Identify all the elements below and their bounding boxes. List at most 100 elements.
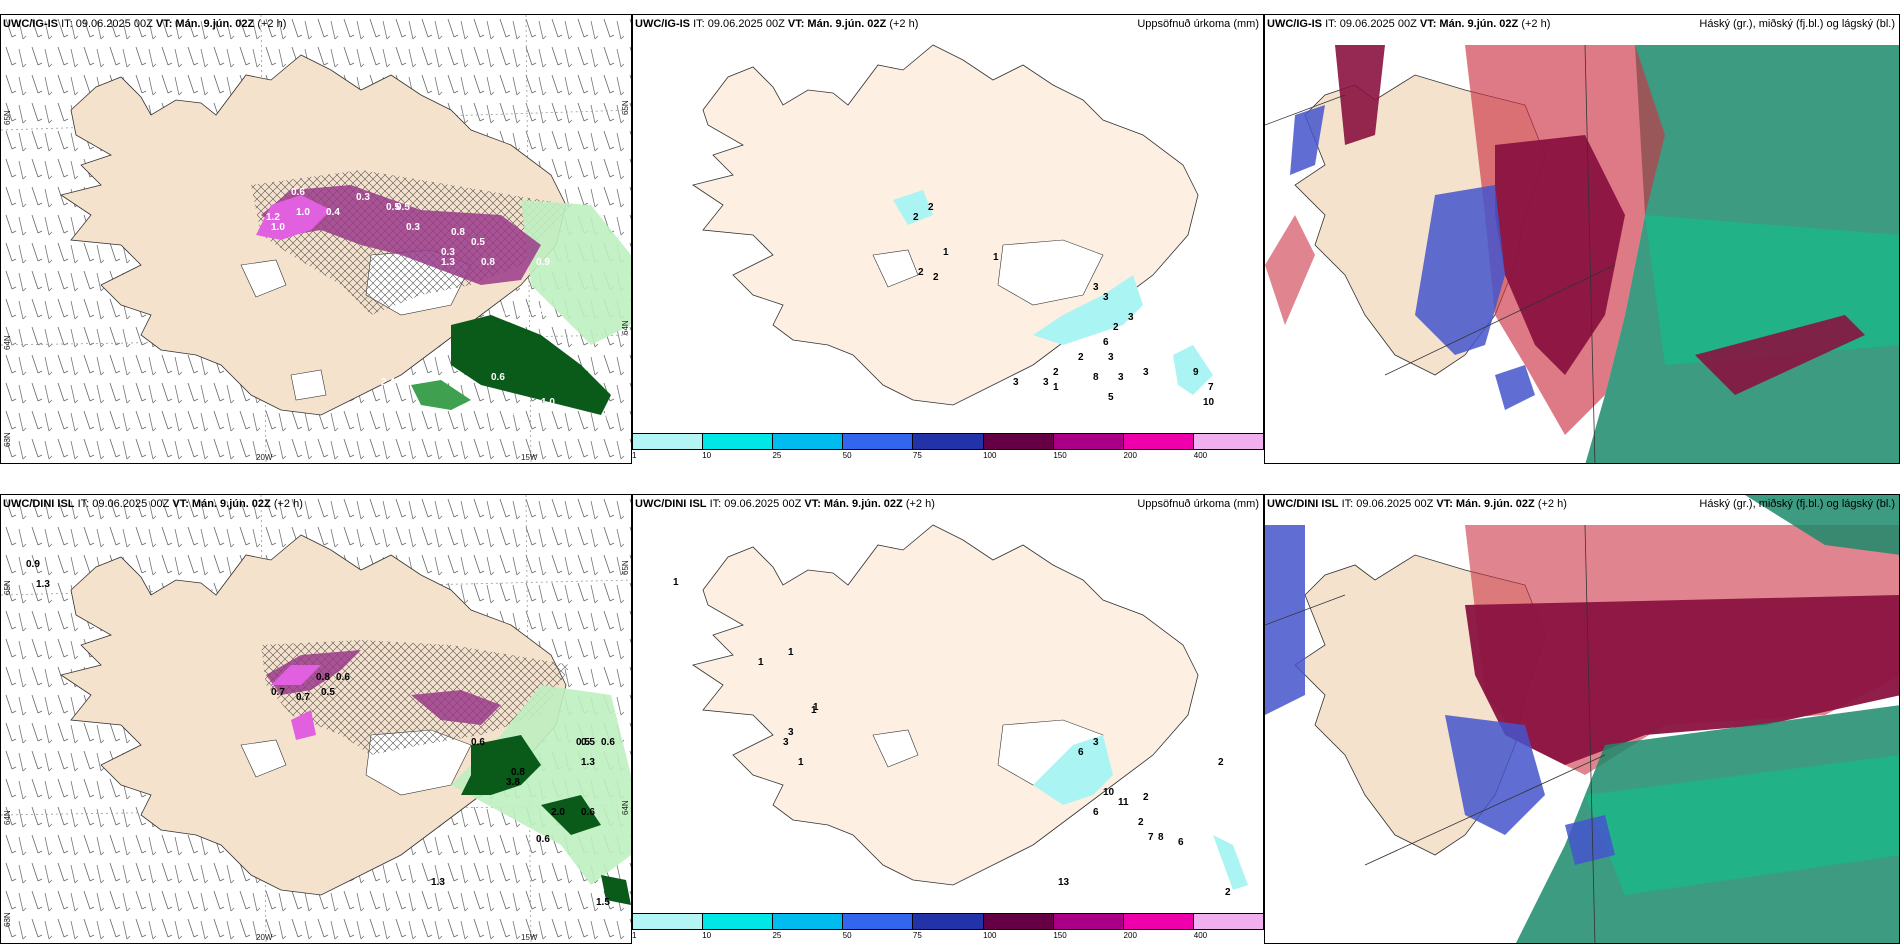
colorbar-swatch <box>633 914 704 929</box>
glacier-vatnajokull <box>997 239 1104 306</box>
map-value-label: 6 <box>1178 837 1184 848</box>
lon-label: 20W <box>256 933 273 942</box>
panel-header: UWC/DINI ISL IT: 09.06.2025 00Z VT: Mán.… <box>3 498 303 510</box>
map-value-label: 10 <box>1103 787 1115 798</box>
lat-label: 63N <box>3 432 12 447</box>
map-panel-bottom-wind: UWC/DINI ISL IT: 09.06.2025 00Z VT: Mán.… <box>0 494 632 944</box>
iceland-landmass <box>692 524 1199 886</box>
precip-magenta <box>271 665 321 740</box>
colorbar-swatch <box>913 914 984 929</box>
cloud-teal <box>1585 45 1899 463</box>
map-value-label: 0.6 <box>491 372 505 383</box>
map-value-label: 2 <box>933 272 939 283</box>
panel-header: UWC/IG-IS IT: 09.06.2025 00Z VT: Mán. 9.… <box>3 18 287 30</box>
map-value-label: 0.4 <box>326 207 340 218</box>
cloud-blue <box>1265 525 1615 865</box>
precip-light-green <box>521 200 631 345</box>
coastline-lines <box>1265 524 1606 943</box>
map-value-label: 0.6 <box>336 672 350 683</box>
map-value-label: 3 <box>1093 282 1099 293</box>
map-value-label: 0.5 <box>581 737 595 748</box>
colorbar-tick-label: 50 <box>842 451 852 460</box>
map-value-label: 2 <box>1138 817 1144 828</box>
colorbar-tick-label: 100 <box>983 451 997 460</box>
map-value-label: 1.0 <box>541 397 555 408</box>
precip-value-labels: 0.6 1.0 0.3 0.5 1.0 0.4 1.2 0.3 0.8 0.5 1.3 0.8 0.3 0… <box>266 187 615 423</box>
map-value-label: 3 <box>1128 312 1134 323</box>
colorbar-swatch <box>983 434 1054 449</box>
map-value-label: 0.8 <box>496 307 510 318</box>
map-value-label: 1.0 <box>296 207 310 218</box>
map-value-label: 0.3 <box>356 192 370 203</box>
map-value-label: 2 <box>918 267 924 278</box>
cloud-dark-red <box>1465 595 1899 765</box>
colorbar-swatch <box>773 914 844 929</box>
map-value-label: 3.9 <box>601 412 615 423</box>
map-value-label: 1 <box>673 577 679 588</box>
map-value-label: 0.6 <box>536 834 550 845</box>
panel-header: UWC/DINI ISL IT: 09.06.2025 00Z VT: Mán.… <box>1267 498 1567 510</box>
map-value-label: 2 <box>913 212 919 223</box>
map-value-label: 6 <box>1093 807 1099 818</box>
map-value-label: 8 <box>1158 832 1164 843</box>
lon-label: 15W <box>521 453 538 462</box>
map-value-label: 1.5 <box>596 897 610 908</box>
map-value-label: 0.3 <box>441 247 455 258</box>
map-value-label: 3 <box>783 737 789 748</box>
colorbar-tick-label: 100 <box>983 931 997 940</box>
glacier-langjokull <box>872 249 919 288</box>
map-value-label: 0.8 <box>481 257 495 268</box>
map-value-label: 2 <box>1143 792 1149 803</box>
colorbar-swatch <box>843 914 914 929</box>
wind-precip-map: 0.6 1.0 0.3 0.5 1.0 0.4 1.2 0.3 0.8 0.5 1.3 0.8 0.3 0… <box>1 15 631 463</box>
colorbar-swatch <box>703 914 774 929</box>
precip-mid-green <box>411 380 471 410</box>
cloud-cover-map <box>1265 495 1899 943</box>
precip-dark-green <box>461 735 631 905</box>
map-value-label: 0.6 <box>581 807 595 818</box>
map-value-label: 1.3 <box>36 579 50 590</box>
colorbar-swatch <box>843 434 914 449</box>
map-value-label: 3 <box>1093 737 1099 748</box>
colorbar-tick-label: 50 <box>842 931 852 940</box>
colorbar-tick-label: 400 <box>1193 451 1208 460</box>
precip-colorbar-bottom: 1 10 25 50 75 100 150 200 400 <box>632 913 1264 941</box>
glacier-langjokull <box>872 729 919 768</box>
map-value-label: 6 <box>1078 747 1084 758</box>
map-value-label: 0.5 <box>471 237 485 248</box>
map-value-label: 3.8 <box>506 777 520 788</box>
lat-label: 65N <box>621 100 630 115</box>
colorbar-tick-label: 200 <box>1123 931 1137 940</box>
map-value-label: 1.3 <box>431 877 445 888</box>
precip-magenta <box>256 195 331 240</box>
cloud-red-west <box>1265 215 1315 325</box>
map-value-label: 0.7 <box>296 692 310 703</box>
map-value-label: 3 <box>1013 377 1019 388</box>
panel-header: UWC/DINI ISL IT: 09.06.2025 00Z VT: Mán.… <box>635 498 935 510</box>
map-value-label: 2.0 <box>551 807 565 818</box>
map-value-label: 3 <box>1103 292 1109 303</box>
colorbar-swatch <box>633 434 704 449</box>
map-value-label: 1 <box>813 702 819 713</box>
map-value-label: 0.7 <box>271 687 285 698</box>
map-value-label: 3 <box>1143 367 1149 378</box>
map-value-label: 3 <box>1118 372 1124 383</box>
colorbar-tick-label: 150 <box>1053 451 1067 460</box>
map-value-label: 3 <box>1108 352 1114 363</box>
map-value-label: 0.5 <box>321 687 335 698</box>
map-panel-top-clouds: UWC/IG-IS IT: 09.06.2025 00Z VT: Mán. 9.… <box>1264 14 1900 464</box>
map-value-label: 0.5 <box>416 372 430 383</box>
colorbar-swatch <box>913 434 984 449</box>
colorbar-swatch <box>1053 434 1124 449</box>
map-value-label: 0.9 <box>26 559 40 570</box>
map-value-label: 0.8 <box>316 672 330 683</box>
lat-label: 64N <box>3 335 12 350</box>
map-value-label: 1 <box>943 247 949 258</box>
map-value-label: 0.5 <box>576 737 590 748</box>
panel-header: UWC/IG-IS IT: 09.06.2025 00Z VT: Mán. 9.… <box>1267 18 1551 30</box>
map-value-label: 1 <box>788 647 794 658</box>
